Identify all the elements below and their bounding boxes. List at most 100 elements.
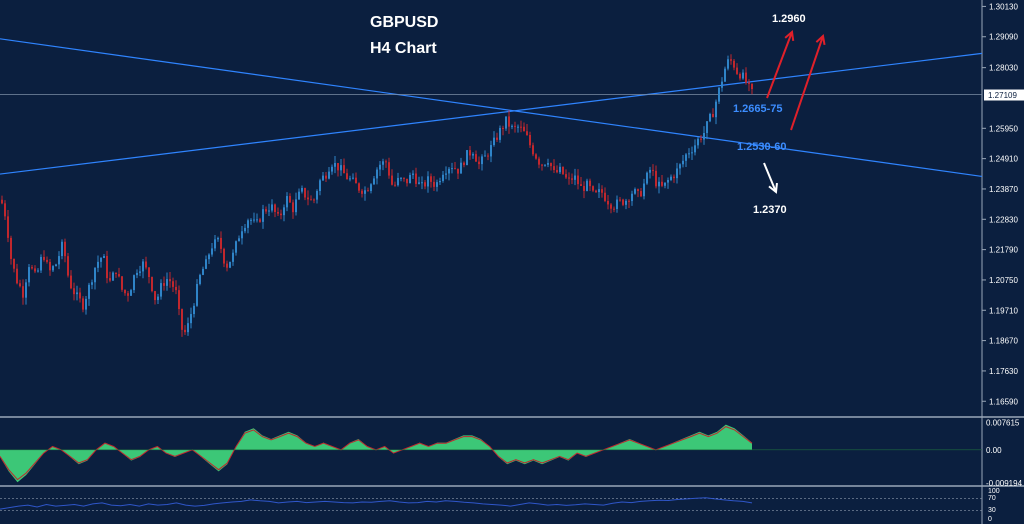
candle-body <box>58 256 60 265</box>
candle <box>598 183 600 198</box>
candle <box>565 169 567 179</box>
bearish-arrow-shaft <box>763 162 777 193</box>
candle <box>727 55 729 71</box>
candle <box>418 176 420 185</box>
candle-body <box>295 199 297 213</box>
candle-body <box>742 72 744 79</box>
candle-body <box>406 178 408 184</box>
candle <box>520 120 522 133</box>
candle-body <box>373 178 375 185</box>
candle-body <box>130 290 132 296</box>
candle <box>517 124 519 133</box>
candle <box>685 153 687 167</box>
candle <box>478 156 480 170</box>
candle-body <box>34 268 36 272</box>
candle-body <box>412 173 414 175</box>
candle-body <box>238 238 240 242</box>
candle <box>64 238 66 263</box>
candle-body <box>337 163 339 171</box>
candle <box>574 168 576 186</box>
candle-body <box>100 257 102 262</box>
candle-body <box>277 212 279 214</box>
candle-body <box>25 282 27 298</box>
candle <box>595 189 597 193</box>
candle-body <box>247 220 249 228</box>
candle-body <box>592 186 594 191</box>
candle <box>568 172 570 185</box>
candle <box>163 276 165 291</box>
bullish-arrow-near-head <box>784 30 795 42</box>
candle <box>193 303 195 318</box>
candle <box>460 157 462 174</box>
rsi-tick-label: 100 <box>988 488 1000 495</box>
candle <box>379 160 381 177</box>
candle-body <box>541 164 543 166</box>
candle <box>424 180 426 190</box>
candle <box>289 193 291 204</box>
candle-body <box>529 134 531 146</box>
candle-body <box>307 197 309 200</box>
candle <box>715 99 717 125</box>
candle <box>256 213 258 223</box>
candle <box>382 158 384 171</box>
bullish-arrow-far <box>790 34 826 131</box>
candle-body <box>478 161 480 165</box>
candle-body <box>145 261 147 268</box>
candle-body <box>730 59 732 61</box>
candle <box>376 167 378 185</box>
candle <box>43 250 45 262</box>
oscillator-tick-label: -0.009194 <box>986 479 1023 488</box>
candle-body <box>181 309 183 330</box>
candle-body <box>214 239 216 249</box>
price-tick-label: 1.16590 <box>989 397 1018 406</box>
candle <box>340 158 342 176</box>
candle-body <box>580 184 582 186</box>
candle <box>325 172 327 182</box>
candle-body <box>217 237 219 240</box>
candle-body <box>610 204 612 209</box>
candle-body <box>418 182 420 184</box>
candle <box>49 259 51 276</box>
timeframe-title: H4 Chart <box>370 40 437 57</box>
bearish-arrow-head <box>768 182 778 194</box>
candle-body <box>364 190 366 194</box>
candle <box>244 223 246 234</box>
target-low-label: 1.2370 <box>753 204 787 216</box>
candle-body <box>454 168 456 170</box>
candle-body <box>37 270 39 272</box>
candle <box>451 162 453 174</box>
candle-body <box>148 267 150 278</box>
candle <box>589 178 591 191</box>
candle-body <box>220 237 222 249</box>
candle <box>70 270 72 290</box>
candle-body <box>196 283 198 306</box>
candle <box>217 236 219 242</box>
candle-body <box>613 208 615 210</box>
candle <box>160 279 162 300</box>
candle <box>208 253 210 265</box>
candle <box>19 279 21 288</box>
candle-body <box>109 278 111 281</box>
candle <box>430 173 432 188</box>
candle-body <box>175 286 177 291</box>
candle-body <box>568 177 570 179</box>
candle-body <box>703 132 705 140</box>
candle <box>136 269 138 279</box>
candle-body <box>457 168 459 174</box>
candle <box>100 257 102 268</box>
candle-body <box>721 81 723 88</box>
candle-body <box>178 290 180 310</box>
candle-body <box>427 176 429 187</box>
candle-body <box>46 259 48 262</box>
candle-body <box>31 267 33 269</box>
candle <box>127 291 129 302</box>
candle-body <box>103 255 105 258</box>
candle <box>133 274 135 294</box>
symbol-title: GBPUSD <box>370 14 439 31</box>
candle-body <box>301 188 303 192</box>
candle <box>85 296 87 315</box>
candle <box>238 235 240 242</box>
candle <box>355 172 357 184</box>
candle-body <box>223 248 225 264</box>
